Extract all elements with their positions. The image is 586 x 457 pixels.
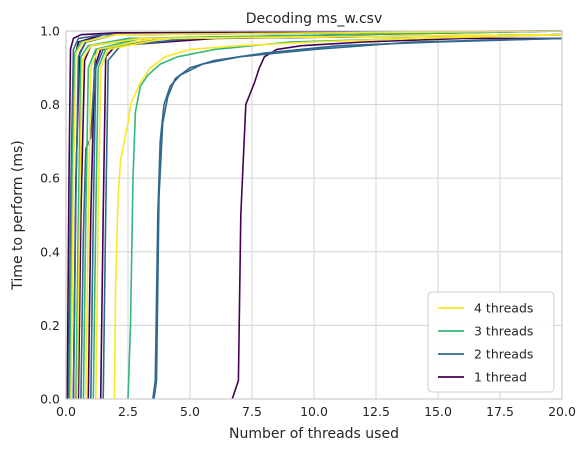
x-tick-label: 17.5 [486,404,514,419]
x-tick-label: 15.0 [424,404,452,419]
series-line [66,30,563,400]
x-tick-label: 7.5 [242,404,262,419]
legend: 4 threads 3 threads 2 threads 1 thread [427,291,555,393]
series-line [127,33,563,400]
y-tick-label: 0.2 [40,318,60,333]
x-tick-label: 0.0 [56,404,76,419]
legend-label: 2 threads [474,347,533,362]
legend-label: 1 thread [474,370,527,385]
x-tick-label: 5.0 [180,404,200,419]
y-tick-label: 0.0 [40,392,60,407]
series-line [95,33,563,400]
y-tick-label: 0.8 [40,97,60,112]
x-axis-label: Number of threads used [229,426,399,442]
legend-label: 4 threads [474,301,533,316]
series-line [70,30,563,400]
series-line [113,33,563,400]
x-tick-label: 12.5 [362,404,390,419]
x-tick-label: 20.0 [548,404,576,419]
y-tick-label: 0.6 [40,171,60,186]
y-tick-labels: 0.0 0.2 0.4 0.6 0.8 1.0 [40,24,60,407]
series-lines [66,30,563,400]
y-tick-label: 0.4 [40,244,60,259]
legend-box [427,291,555,393]
series-line [153,37,563,400]
series-line [231,37,562,400]
x-tick-label: 10.0 [300,404,328,419]
chart-title: Decoding ms_w.csv [246,11,382,27]
y-axis-label: Time to perform (ms) [10,140,26,290]
legend-label: 3 threads [474,324,533,339]
plot-frame [65,30,563,400]
x-tick-label: 2.5 [118,404,138,419]
x-tick-labels: 0.0 2.5 5.0 7.5 10.0 12.5 15.0 17.5 20.0 [56,404,576,419]
y-tick-label: 1.0 [40,24,60,39]
